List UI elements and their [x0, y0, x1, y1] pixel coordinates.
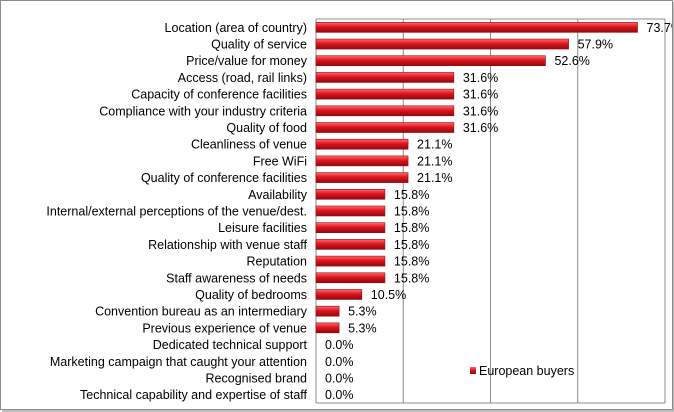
category-label: Quality of conference facilities [141, 171, 307, 185]
category-label: Recognised brand [206, 371, 308, 385]
bar [315, 38, 569, 50]
bar [315, 322, 340, 334]
value-label: 31.6% [463, 88, 498, 102]
category-label: Cleanliness of venue [191, 138, 307, 152]
value-label: 0.0% [325, 338, 354, 352]
category-label: Dedicated technical support [153, 338, 308, 352]
category-label: Compliance with your industry criteria [99, 104, 307, 118]
category-label: Marketing campaign that caught your atte… [50, 355, 307, 369]
bar [315, 189, 386, 200]
legend-label: European buyers [479, 364, 574, 378]
bar [315, 272, 386, 284]
value-labels: 73.7% 57.9% 52.6% 31.6% 31.6% 31.6% 31.6% 21.1%… [325, 21, 672, 402]
bar [315, 138, 409, 150]
bar [315, 105, 455, 117]
bars [315, 22, 638, 334]
bar [315, 55, 546, 67]
legend-swatch [470, 367, 476, 374]
value-label: 21.1% [417, 138, 452, 152]
value-label: 5.3% [348, 321, 377, 335]
category-label: Reputation [247, 255, 308, 269]
value-label: 15.8% [394, 205, 429, 219]
category-label: Availability [248, 188, 308, 202]
value-label: 15.8% [394, 271, 429, 285]
value-label: 57.9% [578, 38, 613, 52]
category-label: Quality of service [211, 38, 307, 52]
category-label: Capacity of conference facilities [131, 88, 307, 102]
category-label: Staff awareness of needs [166, 271, 307, 285]
value-label: 31.6% [463, 121, 498, 135]
category-label: Price/value for money [186, 54, 308, 68]
category-label: Technical capability and expertise of st… [80, 388, 308, 402]
value-label: 21.1% [417, 171, 452, 185]
value-label: 73.7% [647, 21, 672, 35]
value-label: 15.8% [394, 188, 429, 202]
value-label: 15.8% [394, 221, 429, 235]
value-label: 52.6% [554, 54, 589, 68]
bar [315, 305, 340, 317]
value-label: 10.5% [371, 288, 406, 302]
value-label: 15.8% [394, 255, 429, 269]
category-label: Relationship with venue staff [148, 238, 307, 252]
value-label: 31.6% [463, 104, 498, 118]
legend: European buyers [470, 364, 574, 378]
category-label: Leisure facilities [218, 221, 307, 235]
bar [315, 222, 386, 233]
bar [315, 122, 455, 133]
category-label: Previous experience of venue [142, 321, 307, 335]
bar [315, 155, 409, 167]
category-labels: Location (area of country) Quality of ser… [46, 21, 307, 402]
bar [315, 205, 386, 217]
category-label: Quality of bedrooms [195, 288, 307, 302]
bar [315, 72, 455, 83]
category-label: Access (road, rail links) [178, 71, 307, 85]
category-label: Convention bureau as an intermediary [95, 305, 308, 319]
category-label: Internal/external perceptions of the ven… [46, 205, 307, 219]
gridlines [315, 18, 666, 404]
value-label: 5.3% [348, 305, 377, 319]
value-label: 0.0% [325, 371, 354, 385]
value-label: 15.8% [394, 238, 429, 252]
bar [315, 88, 455, 100]
bar [315, 239, 386, 250]
value-label: 0.0% [325, 355, 354, 369]
value-label: 0.0% [325, 388, 354, 402]
category-label: Location (area of country) [165, 21, 307, 35]
bar [315, 22, 638, 33]
category-label: Quality of food [226, 121, 307, 135]
category-label: Free WiFi [253, 154, 307, 168]
value-label: 31.6% [463, 71, 498, 85]
bar [315, 255, 386, 267]
bar [315, 289, 363, 300]
bar [315, 172, 409, 183]
value-label: 21.1% [417, 154, 452, 168]
